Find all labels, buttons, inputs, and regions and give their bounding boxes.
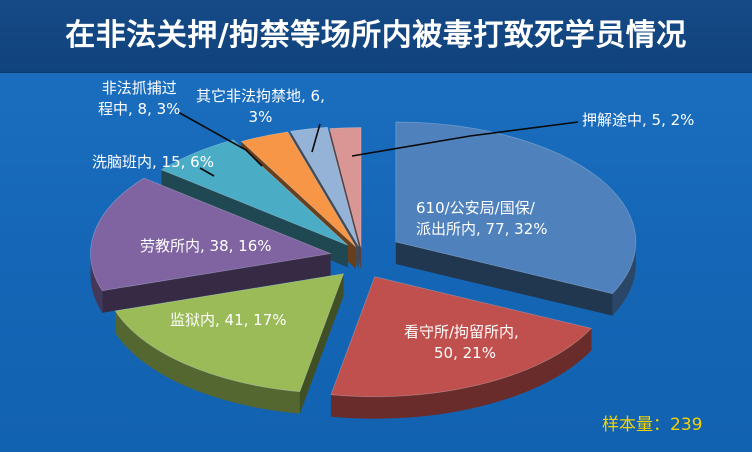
slice-brainwash-top	[160, 139, 349, 246]
slice-labor-camp-wall-0	[102, 253, 331, 313]
slice-label-arrest-line1: 非法抓捕过	[101, 79, 177, 97]
slice-label-detention: 看守所/拘留所内, 50, 21%	[404, 322, 519, 364]
slice-label-arrest: 非法抓捕过 程中, 8, 3%	[98, 78, 180, 120]
slice-police-top	[395, 121, 637, 295]
slice-label-detention-line2: 50, 21%	[434, 344, 496, 362]
slice-police-side-0	[612, 241, 636, 316]
chart-title: 在非法关押/拘禁等场所内被毒打致死学员情况	[65, 18, 687, 53]
leader-line-other	[311, 123, 321, 153]
slice-label-prison: 监狱内, 41, 17%	[170, 311, 287, 329]
slice-transport-top	[329, 127, 362, 248]
slice-arrest-top	[240, 131, 357, 248]
slice-labor-camp	[90, 177, 333, 313]
slice-label-detention-line1: 看守所/拘留所内,	[404, 323, 519, 341]
title-bar	[0, 0, 752, 73]
slice-police-wall-1	[395, 241, 613, 316]
slice-prison	[114, 273, 345, 414]
slice-label-other-line2: 3%	[248, 108, 273, 126]
slice-label-police-line1: 610/公安局/国保/	[416, 199, 535, 217]
slice-detention-top	[330, 276, 593, 398]
leader-line-brainwash	[199, 167, 215, 177]
slice-other-top	[289, 126, 360, 247]
leader-line-transport	[351, 121, 579, 157]
slice-label-labor-camp: 劳教所内, 38, 16%	[140, 237, 272, 255]
slice-prison-side-0	[115, 310, 300, 414]
slice-prison-wall-0	[299, 273, 344, 414]
slice-label-transport: 押解途中, 5, 2%	[582, 111, 695, 129]
slice-police	[395, 121, 637, 316]
slice-label-police: 610/公安局/国保/ 派出所内, 77, 32%	[416, 198, 548, 240]
slice-labor-camp-side-0	[90, 253, 103, 313]
slice-label-arrest-line2: 程中, 8, 3%	[98, 100, 181, 118]
slice-detention	[330, 276, 593, 419]
slice-label-police-line2: 派出所内, 77, 32%	[416, 220, 548, 238]
slice-prison-top	[114, 273, 345, 393]
slice-label-other-line1: 其它非法拘禁地, 6,	[196, 87, 325, 105]
sample-size-label: 样本量：239	[602, 415, 703, 435]
leader-line-arrest	[177, 111, 263, 167]
slice-label-other: 其它非法拘禁地, 6, 3%	[196, 86, 325, 128]
slice-detention-side-0	[330, 328, 592, 419]
slice-labor-camp-top	[90, 177, 333, 292]
slice-label-brainwash: 洗脑班内, 15, 6%	[92, 153, 214, 171]
